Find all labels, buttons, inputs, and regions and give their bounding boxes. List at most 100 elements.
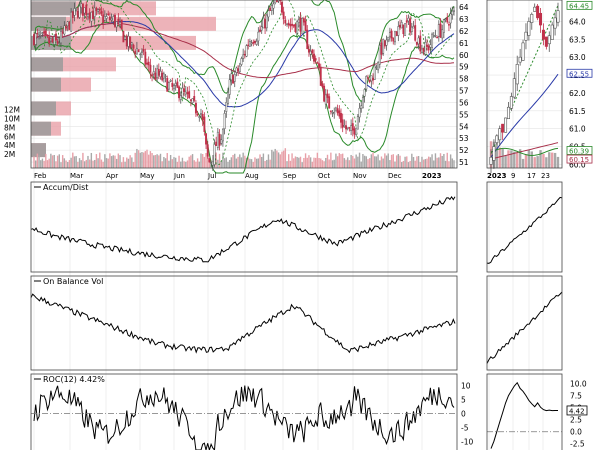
volume-bar xyxy=(88,159,91,168)
volume-bar xyxy=(429,157,432,168)
zoom-candle-body xyxy=(492,146,496,161)
volume-tick-label: 8M xyxy=(4,123,15,132)
candle-body xyxy=(97,9,100,12)
candle-body xyxy=(132,44,135,49)
candle-body xyxy=(254,40,256,44)
candle-body xyxy=(164,75,167,78)
volume-bar xyxy=(156,154,158,168)
candle-body xyxy=(218,133,221,146)
candle-body xyxy=(375,66,378,69)
volume-bar xyxy=(374,156,376,168)
candle-body xyxy=(65,26,67,29)
candle-body xyxy=(299,17,302,32)
candle-body xyxy=(363,89,366,97)
candle-body xyxy=(157,68,160,76)
panel-frame xyxy=(486,0,563,169)
vbp-bar-up xyxy=(31,101,56,116)
candle-body xyxy=(162,73,165,79)
volume-bar xyxy=(309,157,312,168)
candle-body xyxy=(183,88,186,92)
volume-bar xyxy=(357,156,359,168)
volume-bar xyxy=(296,156,298,168)
roc-tick-label: -5 xyxy=(461,423,469,432)
price-marker-box xyxy=(566,68,593,78)
vbp-bar-up xyxy=(31,1,76,16)
candle-body xyxy=(353,128,356,135)
volume-bar xyxy=(178,155,180,168)
volume-bar xyxy=(112,155,114,168)
volume-bar xyxy=(274,148,276,168)
volume-bar xyxy=(161,161,163,168)
candle-body xyxy=(203,116,206,132)
candle-body xyxy=(250,42,253,45)
panel-frame xyxy=(30,275,458,371)
zoom-volume-bar xyxy=(553,152,557,168)
candle-body xyxy=(365,76,368,90)
candle-body xyxy=(412,26,415,29)
candle-body xyxy=(318,63,321,68)
volume-bar xyxy=(78,158,81,168)
candle-body xyxy=(189,99,192,101)
candle-body xyxy=(378,45,381,65)
candle-body xyxy=(105,16,108,19)
volume-bar xyxy=(266,159,268,168)
candle-body xyxy=(314,58,317,61)
volume-bar xyxy=(390,154,393,168)
volume-bar xyxy=(212,155,214,168)
candle-body xyxy=(125,35,128,47)
candle-body xyxy=(388,32,391,37)
volume-bar xyxy=(33,156,35,168)
candle-body xyxy=(117,18,120,22)
volume-bar xyxy=(407,162,410,168)
volume-bar xyxy=(382,158,384,168)
candle-body xyxy=(340,113,342,123)
volume-bar xyxy=(367,159,369,168)
volume-bar xyxy=(362,153,364,168)
zoom-candle-body xyxy=(489,156,493,165)
volume-bar xyxy=(169,154,172,168)
candle-body xyxy=(319,66,322,86)
volume-bar xyxy=(171,159,174,168)
candle-body xyxy=(397,26,400,36)
zoom-date-label: 17 xyxy=(527,172,536,180)
volume-bar xyxy=(267,154,270,168)
volume-bar xyxy=(82,152,84,168)
candle-body xyxy=(275,0,278,3)
candle-body xyxy=(208,158,211,163)
zoom-candle-body xyxy=(504,117,508,133)
volume-bar xyxy=(142,152,145,168)
price-marker-label: 60.15 xyxy=(569,156,589,164)
candle-body xyxy=(159,70,162,78)
candle-body xyxy=(44,30,47,35)
volume-bar xyxy=(345,159,347,168)
candle-body xyxy=(166,77,169,92)
volume-bar xyxy=(217,159,219,168)
zoom-volume-bar xyxy=(556,156,560,168)
candle-body xyxy=(87,14,89,17)
volume-bar xyxy=(416,156,418,168)
candle-body xyxy=(394,31,396,43)
candle-body xyxy=(228,79,231,95)
volume-bar xyxy=(107,158,109,168)
panel-frames xyxy=(30,0,563,450)
candle-body xyxy=(75,8,78,11)
volume-bar xyxy=(117,153,120,168)
candle-body xyxy=(399,24,401,28)
candle-body xyxy=(304,20,307,31)
candle-body xyxy=(227,92,229,104)
candle-body xyxy=(102,14,105,23)
candle-body xyxy=(230,73,233,81)
volume-bar xyxy=(45,153,47,168)
volume-bar xyxy=(227,161,229,168)
candle-body xyxy=(400,22,403,29)
candle-body xyxy=(93,7,96,17)
volume-bar xyxy=(375,156,378,168)
candle-body xyxy=(453,10,455,12)
candle-body xyxy=(255,41,258,45)
candle-body xyxy=(141,50,143,53)
volume-bar xyxy=(191,154,194,168)
roc-tick-label: 10 xyxy=(461,381,471,390)
zoom-candle-body xyxy=(553,17,557,29)
volume-bar xyxy=(100,159,103,168)
